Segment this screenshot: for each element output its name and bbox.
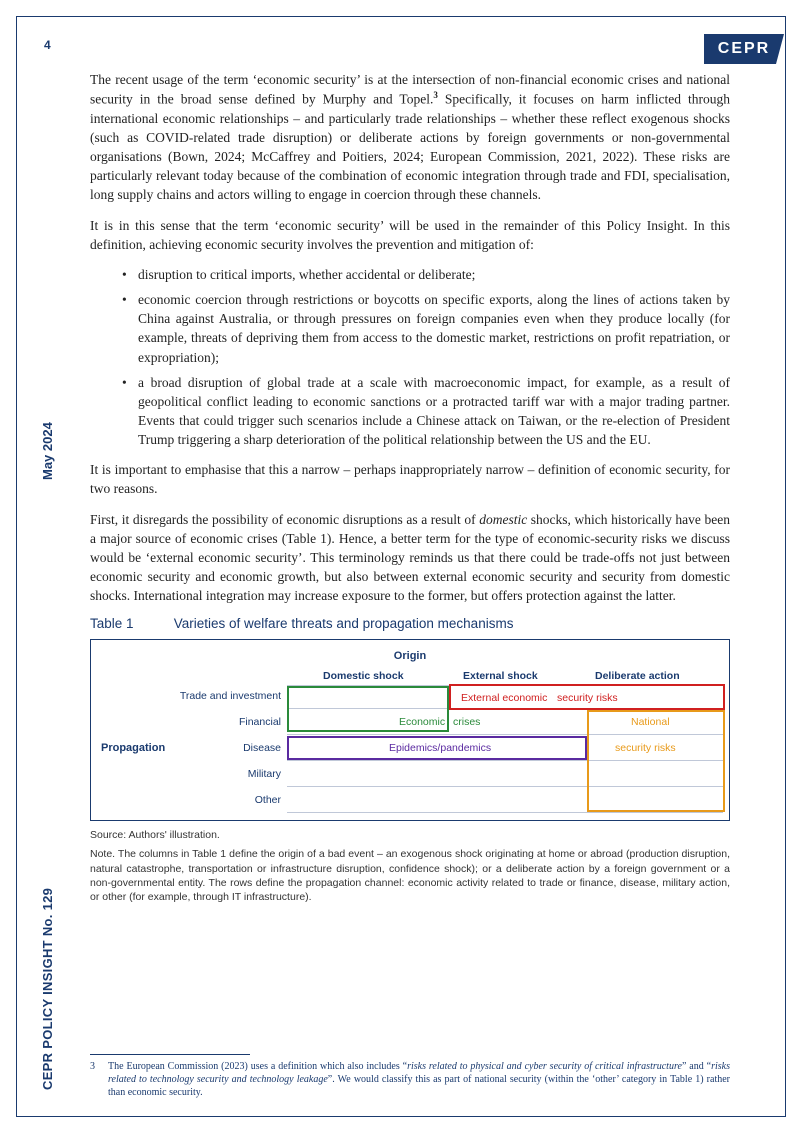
side-series: CEPR POLICY INSIGHT No. 129	[40, 888, 55, 1090]
p1-text-b: Specifically, it focuses on harm inflict…	[90, 92, 730, 203]
paragraph-4: First, it disregards the possibility of …	[90, 510, 730, 606]
bullet-list: disruption to critical imports, whether …	[90, 265, 730, 449]
bullet-3: a broad disruption of global trade at a …	[138, 373, 730, 450]
paragraph-1: The recent usage of the term ‘economic s…	[90, 70, 730, 205]
paragraph-2: It is in this sense that the term ‘econo…	[90, 216, 730, 254]
side-date: May 2024	[40, 422, 55, 480]
table-note: Note. The columns in Table 1 define the …	[90, 847, 730, 904]
paragraph-3: It is important to emphasise that this a…	[90, 460, 730, 498]
txt-nat-b: security risks	[615, 742, 676, 754]
propagation-label: Propagation	[101, 742, 165, 754]
table-caption: Table 1 Varieties of welfare threats and…	[90, 616, 730, 631]
col-external: External shock	[463, 670, 538, 682]
txt-economic-a: Economic	[399, 716, 445, 728]
row-financial: Financial	[171, 716, 281, 728]
row-trade: Trade and investment	[171, 690, 281, 702]
bullet-2: economic coercion through restrictions o…	[138, 290, 730, 367]
table-title: Varieties of welfare threats and propaga…	[174, 616, 514, 631]
footnote-number: 3	[90, 1060, 100, 1099]
table-1-diagram: Origin Domestic shock External shock Del…	[90, 639, 730, 821]
fn-em1: risks related to physical and cyber secu…	[407, 1061, 682, 1072]
footnote-text: The European Commission (2023) uses a de…	[108, 1060, 730, 1099]
origin-header: Origin	[91, 650, 729, 662]
rule	[287, 812, 723, 813]
footnote-rule	[90, 1054, 250, 1055]
cepr-logo: CEPR	[704, 34, 784, 64]
main-content: The recent usage of the term ‘economic s…	[90, 70, 730, 904]
table-source: Source: Authors' illustration.	[90, 829, 730, 841]
col-domestic: Domestic shock	[323, 670, 404, 682]
p4-a: First, it disregards the possibility of …	[90, 512, 479, 527]
fn-mid: ” and “	[682, 1061, 711, 1072]
row-other: Other	[171, 794, 281, 806]
txt-ext-b: security risks	[557, 692, 618, 704]
page-number: 4	[44, 38, 51, 52]
row-military: Military	[171, 768, 281, 780]
txt-epi: Epidemics/pandemics	[389, 742, 491, 754]
txt-economic-b: crises	[453, 716, 480, 728]
txt-ext-a: External economic	[461, 692, 547, 704]
txt-nat-a: National	[631, 716, 670, 728]
p4-em: domestic	[479, 512, 527, 527]
fn-a: The European Commission (2023) uses a de…	[108, 1061, 407, 1072]
table-number: Table 1	[90, 616, 170, 631]
footnote-3: 3 The European Commission (2023) uses a …	[90, 1060, 730, 1099]
bullet-1: disruption to critical imports, whether …	[138, 265, 730, 284]
row-disease: Disease	[171, 742, 281, 754]
col-deliberate: Deliberate action	[595, 670, 680, 682]
